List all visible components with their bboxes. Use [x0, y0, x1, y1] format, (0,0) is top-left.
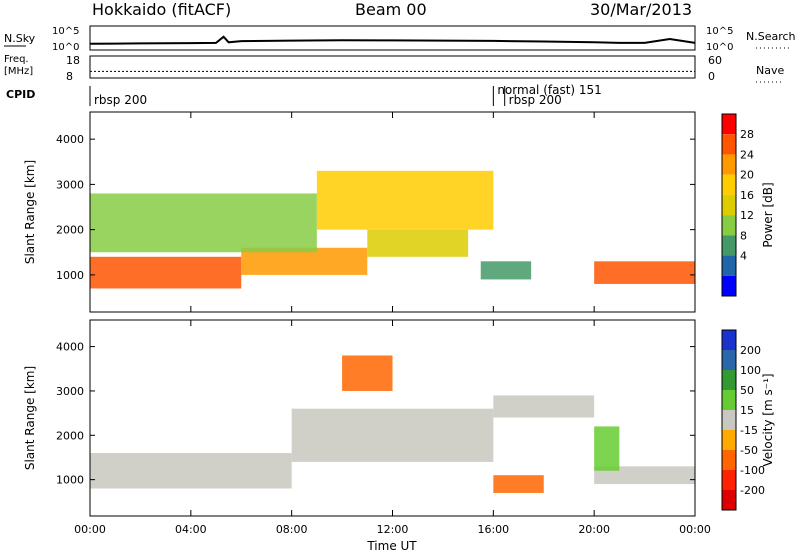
colorbar-swatch	[722, 215, 736, 236]
freq-left-label-2: [MHz]	[4, 66, 33, 77]
colorbar-tick-label: 16	[740, 189, 754, 202]
freq-left-label-1: Freq.	[4, 54, 29, 65]
colorbar-swatch	[722, 350, 736, 370]
cpid-entry: rbsp 200	[509, 93, 562, 107]
y-tick-label: 4000	[56, 341, 84, 354]
x-tick-label: 12:00	[377, 523, 409, 536]
velocity-axes: 1000 2000 3000 4000 Slant Range [km] 00:00 04:…	[23, 320, 711, 536]
colorbar-swatch	[722, 490, 736, 510]
x-tick-label: 16:00	[477, 523, 509, 536]
x-tick-label: 20:00	[578, 523, 610, 536]
noise-left-tick-top: 10^5	[52, 26, 79, 37]
colorbar-tick-label: 12	[740, 209, 754, 222]
colorbar-swatch	[722, 275, 736, 296]
colorbar-tick-label: 4	[740, 250, 747, 263]
colorbar-swatch	[722, 154, 736, 175]
colorbar-tick-label: -50	[740, 444, 758, 457]
heatmap-cell	[493, 395, 595, 418]
x-tick-label: 00:00	[74, 523, 106, 536]
colorbar-swatch	[722, 450, 736, 470]
heatmap-cell	[316, 170, 494, 230]
title-center: Beam 00	[355, 0, 427, 19]
colorbar-swatch	[722, 174, 736, 195]
heatmap-cell	[594, 261, 695, 284]
noise-line	[89, 35, 696, 45]
cpid-entry: normal (fast) 151	[497, 83, 601, 97]
freq-panel-frame	[89, 55, 696, 79]
y-axis-label: Slant Range [km]	[23, 366, 37, 470]
colorbar-swatch	[722, 134, 736, 155]
velocity-colorbar: 200 100 50 15 -15 -50 -100 -200	[721, 329, 765, 511]
y-tick-label: 2000	[56, 429, 84, 442]
noise-left-label: N.Sky	[4, 32, 36, 45]
y-tick-label: 1000	[56, 269, 84, 282]
colorbar-swatch	[722, 194, 736, 216]
colorbar-tick-label: 50	[740, 384, 754, 397]
freq-left-tick-top: 18	[66, 54, 80, 67]
colorbar-tick-label: -200	[740, 484, 765, 497]
freq-left-tick-bottom: 8	[66, 70, 73, 83]
y-tick-label: 1000	[56, 474, 84, 487]
noise-series	[89, 35, 696, 45]
noise-right-label: N.Search	[746, 30, 796, 43]
colorbar-tick-label: 8	[740, 229, 747, 242]
noise-right-tick-top: 10^5	[706, 26, 733, 37]
heatmap-cell	[367, 229, 469, 257]
colorbar-swatch	[722, 390, 736, 410]
colorbar-tick-label: -100	[740, 464, 765, 477]
freq-right-label: Nave	[756, 64, 784, 77]
power-colorbar: 28 24 20 16 12 8 4	[721, 113, 754, 297]
cpid-label: CPID	[6, 88, 35, 101]
heatmap-cell	[480, 261, 532, 280]
colorbar-tick-label: 24	[740, 148, 754, 161]
power-axes: 1000 2000 3000 4000 Slant Range [km]	[23, 112, 696, 312]
heatmap-cell	[90, 453, 292, 489]
colorbar-swatch	[722, 330, 736, 350]
velocity-colorbar-label: Velocity [m s⁻¹]	[761, 373, 775, 466]
y-tick-label: 3000	[56, 385, 84, 398]
title-right: 30/Mar/2013	[590, 0, 692, 19]
colorbar-tick-label: 20	[740, 169, 754, 182]
colorbar-tick-label: 15	[740, 404, 754, 417]
y-tick-label: 3000	[56, 178, 84, 191]
colorbar-tick-label: 28	[740, 128, 754, 141]
title-left: Hokkaido (fitACF)	[92, 0, 231, 19]
colorbar-frame	[721, 329, 737, 511]
power-heatmap	[90, 170, 695, 289]
colorbar-swatch	[722, 255, 736, 276]
colorbar-tick-label: -15	[740, 424, 758, 437]
heatmap-cell	[90, 193, 317, 253]
colorbar-swatch	[722, 470, 736, 490]
colorbar-swatch	[722, 370, 736, 390]
colorbar-tick-label: 200	[740, 344, 761, 357]
heatmap-cell	[291, 408, 494, 462]
noise-right-tick-bottom: 10^0	[706, 42, 733, 53]
y-tick-label: 4000	[56, 133, 84, 146]
x-tick-label: 08:00	[276, 523, 308, 536]
x-tick-label: 04:00	[175, 523, 207, 536]
freq-right-tick-bottom: 0	[708, 70, 715, 83]
colorbar-swatch	[722, 235, 736, 256]
heatmap-cell	[493, 475, 544, 493]
x-axis-label: Time UT	[366, 539, 417, 553]
x-tick-label: 00:00	[679, 523, 711, 536]
heatmap-cell	[594, 426, 620, 471]
colorbar-swatch	[722, 410, 736, 430]
colorbar-tick-label: 100	[740, 364, 761, 377]
y-axis-label: Slant Range [km]	[23, 160, 37, 264]
power-colorbar-label: Power [dB]	[761, 182, 775, 247]
heatmap-cell	[90, 256, 242, 289]
colorbar-frame	[721, 113, 737, 297]
colorbar-swatch	[722, 430, 736, 450]
velocity-heatmap	[90, 355, 695, 493]
noise-panel-frame	[89, 25, 696, 51]
heatmap-cell	[342, 355, 393, 391]
cpid-entry: rbsp 200	[94, 93, 147, 107]
colorbar-swatch	[722, 114, 736, 135]
noise-left-tick-bottom: 10^0	[52, 42, 79, 53]
y-tick-label: 2000	[56, 224, 84, 237]
freq-right-tick-top: 60	[708, 54, 722, 67]
